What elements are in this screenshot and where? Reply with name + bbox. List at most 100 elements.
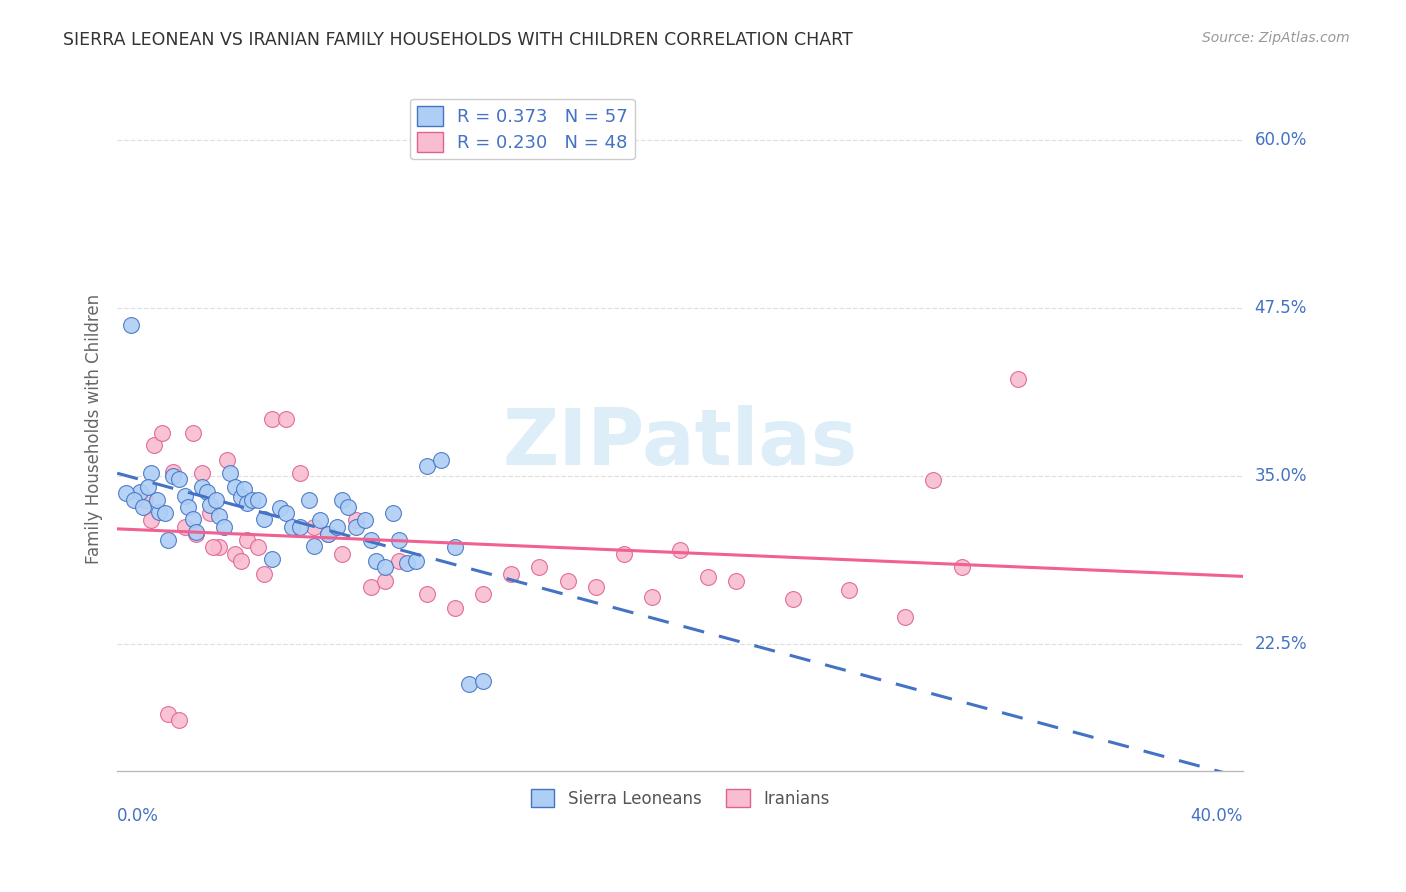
- Point: [308, 513, 330, 527]
- Point: [224, 480, 246, 494]
- Point: [297, 493, 319, 508]
- Point: [529, 560, 551, 574]
- Point: [218, 466, 240, 480]
- Point: [302, 520, 325, 534]
- Point: [128, 485, 150, 500]
- Point: [201, 540, 224, 554]
- Point: [235, 533, 257, 548]
- Point: [142, 438, 165, 452]
- Point: [346, 513, 368, 527]
- Point: [184, 526, 207, 541]
- Point: [354, 513, 377, 527]
- Point: [388, 533, 411, 548]
- Point: [288, 520, 311, 534]
- Point: [326, 520, 349, 534]
- Point: [167, 472, 190, 486]
- Point: [122, 493, 145, 508]
- Point: [374, 560, 396, 574]
- Point: [641, 590, 664, 604]
- Text: 0.0%: 0.0%: [117, 807, 159, 825]
- Point: [120, 318, 142, 333]
- Point: [458, 677, 481, 691]
- Point: [207, 509, 229, 524]
- Point: [316, 526, 339, 541]
- Point: [198, 507, 221, 521]
- Point: [366, 553, 388, 567]
- Point: [195, 485, 218, 500]
- Point: [416, 587, 439, 601]
- Point: [613, 547, 636, 561]
- Legend: Sierra Leoneans, Iranians: Sierra Leoneans, Iranians: [524, 782, 837, 814]
- Text: SIERRA LEONEAN VS IRANIAN FAMILY HOUSEHOLDS WITH CHILDREN CORRELATION CHART: SIERRA LEONEAN VS IRANIAN FAMILY HOUSEHO…: [63, 31, 853, 49]
- Point: [246, 493, 269, 508]
- Point: [280, 520, 302, 534]
- Point: [337, 500, 360, 514]
- Point: [274, 507, 297, 521]
- Point: [198, 499, 221, 513]
- Point: [405, 553, 427, 567]
- Point: [240, 493, 263, 508]
- Point: [332, 547, 354, 561]
- Point: [162, 465, 184, 479]
- Point: [190, 466, 212, 480]
- Point: [557, 574, 579, 588]
- Point: [396, 556, 419, 570]
- Point: [669, 542, 692, 557]
- Point: [167, 714, 190, 728]
- Point: [388, 553, 411, 567]
- Point: [260, 412, 283, 426]
- Point: [131, 500, 153, 514]
- Point: [252, 566, 274, 581]
- Point: [430, 452, 453, 467]
- Point: [346, 520, 368, 534]
- Text: 35.0%: 35.0%: [1254, 467, 1308, 485]
- Point: [260, 552, 283, 566]
- Point: [176, 500, 198, 514]
- Point: [697, 569, 720, 583]
- Point: [472, 587, 495, 601]
- Point: [145, 493, 167, 508]
- Y-axis label: Family Households with Children: Family Households with Children: [86, 293, 103, 564]
- Point: [302, 539, 325, 553]
- Point: [181, 512, 204, 526]
- Text: 60.0%: 60.0%: [1254, 131, 1306, 149]
- Point: [501, 566, 523, 581]
- Point: [162, 468, 184, 483]
- Point: [134, 493, 156, 508]
- Point: [950, 560, 973, 574]
- Point: [332, 493, 354, 508]
- Point: [212, 520, 235, 534]
- Point: [782, 592, 804, 607]
- Point: [224, 547, 246, 561]
- Point: [585, 580, 607, 594]
- Text: ZIPatlas: ZIPatlas: [503, 405, 858, 481]
- Point: [148, 505, 170, 519]
- Point: [114, 486, 136, 500]
- Point: [444, 600, 467, 615]
- Point: [156, 533, 179, 548]
- Text: 40.0%: 40.0%: [1191, 807, 1243, 825]
- Point: [252, 512, 274, 526]
- Text: Source: ZipAtlas.com: Source: ZipAtlas.com: [1202, 31, 1350, 45]
- Point: [922, 473, 945, 487]
- Text: 47.5%: 47.5%: [1254, 299, 1306, 317]
- Point: [360, 580, 382, 594]
- Point: [274, 412, 297, 426]
- Text: 22.5%: 22.5%: [1254, 635, 1308, 653]
- Point: [725, 574, 748, 588]
- Point: [894, 610, 917, 624]
- Point: [229, 553, 252, 567]
- Point: [382, 507, 405, 521]
- Point: [235, 496, 257, 510]
- Point: [1007, 372, 1029, 386]
- Point: [150, 425, 173, 440]
- Point: [232, 483, 254, 497]
- Point: [153, 507, 176, 521]
- Point: [444, 540, 467, 554]
- Point: [229, 491, 252, 505]
- Point: [181, 425, 204, 440]
- Point: [360, 533, 382, 548]
- Point: [204, 493, 226, 508]
- Point: [288, 466, 311, 480]
- Point: [173, 520, 195, 534]
